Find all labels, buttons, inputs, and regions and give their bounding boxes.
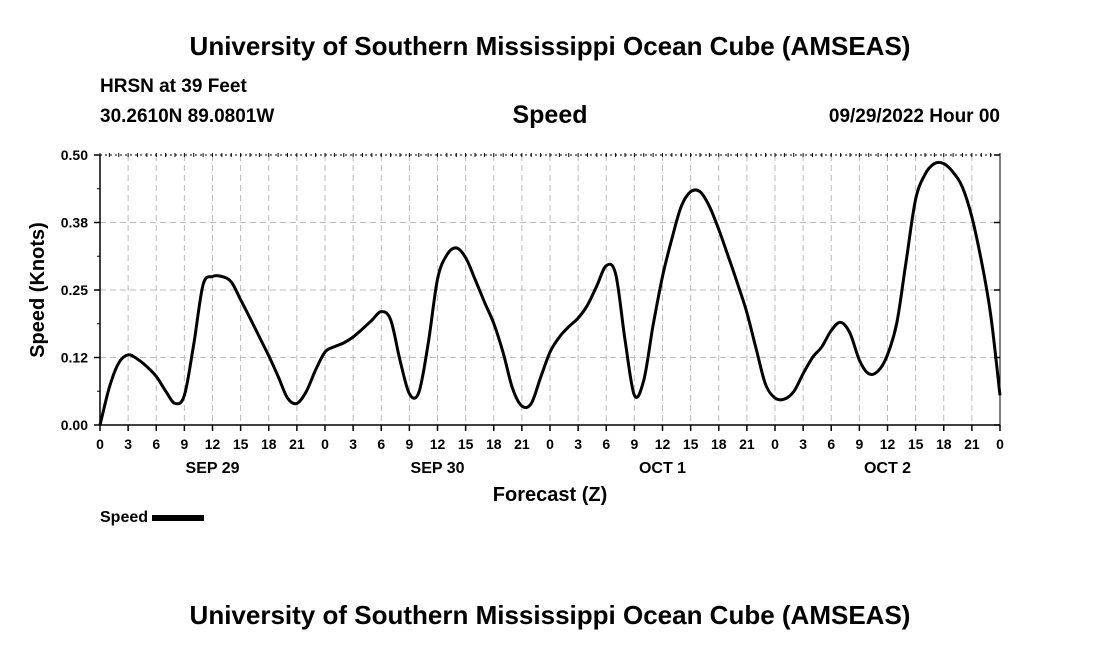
y-axis-label: Speed (Knots) — [27, 222, 49, 358]
x-tick-label: 9 — [855, 436, 863, 452]
forecast-date-label: 09/29/2022 Hour 00 — [828, 106, 1000, 127]
x-tick-label: 15 — [683, 436, 699, 452]
chart-ticks — [94, 153, 1001, 431]
chart-series — [98, 160, 1002, 426]
x-tick-label: 9 — [405, 436, 413, 452]
coordinates-label: 30.2610N 89.0801W — [100, 106, 275, 127]
chart-grid — [100, 154, 1000, 425]
day-label: SEP 30 — [411, 460, 465, 477]
footer-title: University of Southern Mississippi Ocean… — [189, 600, 911, 630]
day-label: OCT 1 — [639, 460, 686, 477]
x-tick-label: 12 — [880, 436, 896, 452]
legend-label: Speed — [100, 509, 149, 526]
series-line-speed — [98, 160, 1002, 426]
x-tick-label: 21 — [289, 436, 305, 452]
chart-tick-labels: 0.00 0.12 0.25 0.38 0.50 0 3 6 9 12 15 18 21 0 3 6 9 12 15… — [61, 147, 1004, 477]
y-tick-label: 0.00 — [61, 417, 88, 433]
x-tick-label: 18 — [711, 436, 727, 452]
x-tick-label: 12 — [430, 436, 446, 452]
y-tick-label: 0.12 — [61, 350, 88, 366]
x-tick-label: 6 — [602, 436, 610, 452]
x-tick-label: 3 — [349, 436, 357, 452]
x-tick-label: 21 — [514, 436, 530, 452]
x-tick-label: 0 — [546, 436, 554, 452]
x-tick-label: 12 — [205, 436, 221, 452]
legend: Speed — [100, 509, 205, 527]
x-tick-label: 3 — [799, 436, 807, 452]
x-tick-label: 3 — [124, 436, 132, 452]
x-axis-label: Forecast (Z) — [493, 484, 607, 506]
x-tick-label: 6 — [827, 436, 835, 452]
x-tick-label: 9 — [180, 436, 188, 452]
x-tick-label: 9 — [630, 436, 638, 452]
x-tick-label: 21 — [739, 436, 755, 452]
x-tick-label: 18 — [936, 436, 952, 452]
x-tick-label: 12 — [655, 436, 671, 452]
x-tick-label: 15 — [233, 436, 249, 452]
chart-title: University of Southern Mississippi Ocean… — [189, 31, 911, 61]
x-tick-label: 0 — [321, 436, 329, 452]
x-tick-label: 3 — [574, 436, 582, 452]
y-tick-label: 0.50 — [61, 147, 88, 163]
y-tick-label: 0.25 — [61, 282, 88, 298]
x-tick-label: 6 — [152, 436, 160, 452]
x-tick-label: 6 — [377, 436, 385, 452]
x-tick-label: 15 — [908, 436, 924, 452]
legend-line-swatch — [152, 514, 205, 521]
x-tick-label: 18 — [486, 436, 502, 452]
x-tick-label: 15 — [458, 436, 474, 452]
x-tick-label: 0 — [771, 436, 779, 452]
x-tick-label: 21 — [964, 436, 980, 452]
station-label: HRSN at 39 Feet — [100, 76, 247, 97]
x-tick-label: 0 — [996, 436, 1004, 452]
day-label: OCT 2 — [864, 460, 911, 477]
y-tick-label: 0.38 — [61, 215, 88, 231]
x-tick-label: 0 — [96, 436, 104, 452]
variable-label: Speed — [512, 101, 588, 129]
day-label: SEP 29 — [186, 460, 240, 477]
x-tick-label: 18 — [261, 436, 277, 452]
